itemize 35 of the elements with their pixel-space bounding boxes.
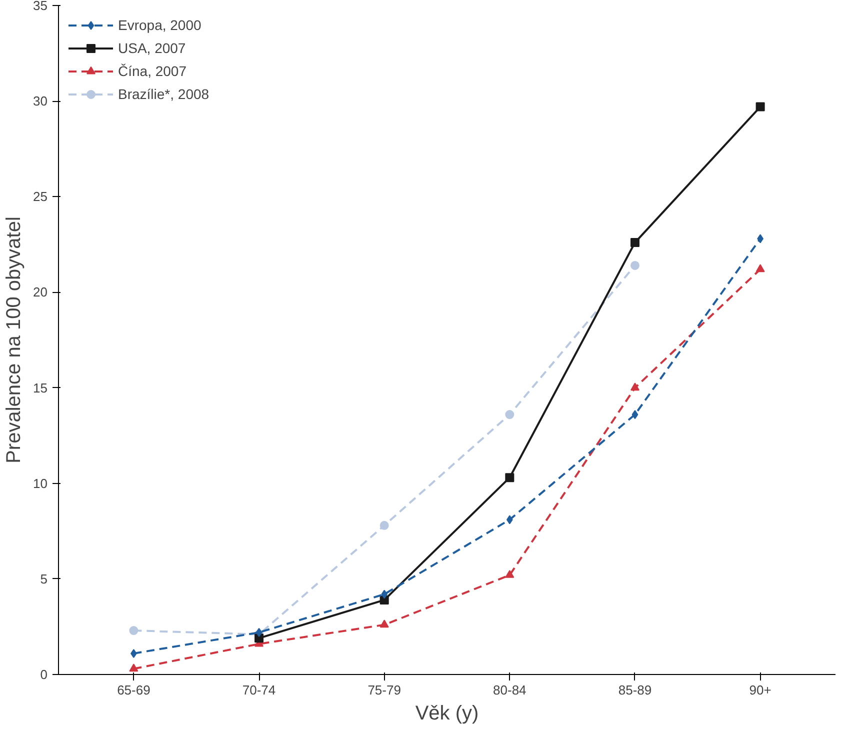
y-axis-title: Prevalence na 100 obyvatel [3, 216, 26, 464]
y-tick-label: 25 [33, 189, 48, 204]
point [630, 238, 640, 248]
point [505, 410, 514, 420]
point [630, 260, 640, 270]
y-tick-label: 5 [40, 571, 48, 586]
y-tick-label: 0 [40, 667, 48, 682]
point [380, 520, 389, 530]
point [756, 102, 765, 112]
legend-label: Evropa, 2000 [118, 17, 202, 33]
x-tick-label: 70-74 [242, 682, 276, 698]
x-tick-label: 85-89 [618, 682, 652, 698]
point [129, 664, 138, 672]
point [506, 515, 513, 524]
x-axis-title: Věk (y) [415, 702, 479, 724]
legend-label: USA, 2007 [118, 40, 186, 56]
x-tick-label: 80-84 [493, 682, 526, 698]
x-tick-label: 90+ [749, 682, 772, 698]
point [756, 264, 765, 272]
point [505, 473, 514, 482]
y-tick-label: 10 [33, 476, 48, 491]
legend-label: Čína, 2007 [118, 63, 186, 79]
y-tick-label: 35 [33, 0, 48, 13]
y-tick-label: 20 [33, 284, 48, 300]
legend-label: Brazílie*, 2008 [118, 86, 210, 102]
y-tick-label: 15 [33, 380, 48, 396]
x-tick-label: 65-69 [117, 682, 150, 698]
point [129, 626, 138, 636]
y-tick-label: 30 [33, 94, 48, 109]
point [381, 590, 388, 599]
point [505, 570, 514, 578]
point [380, 620, 389, 628]
x-tick-label: 75-79 [368, 682, 401, 698]
point [632, 410, 638, 420]
point [630, 382, 640, 391]
